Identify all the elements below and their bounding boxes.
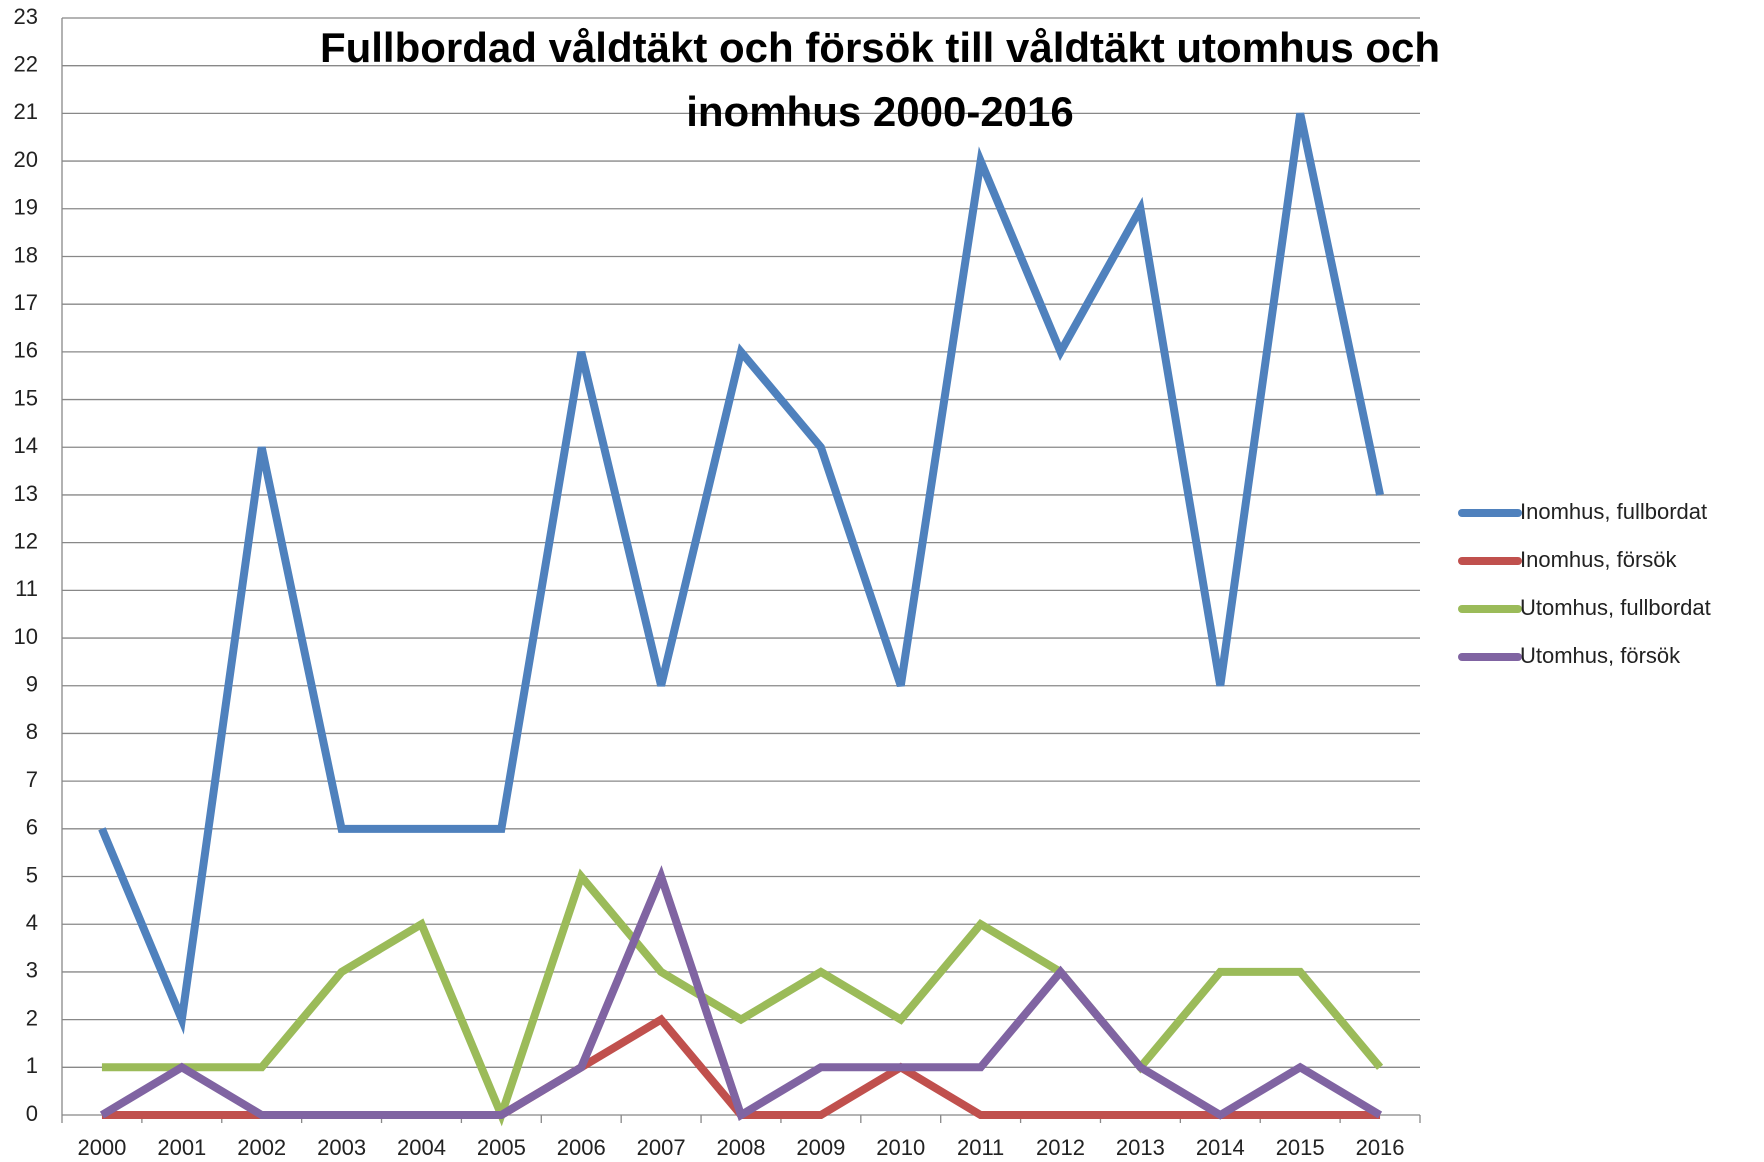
y-tick-label: 1 bbox=[26, 1053, 38, 1078]
y-tick-label: 0 bbox=[26, 1101, 38, 1126]
x-tick-label: 2012 bbox=[1036, 1135, 1085, 1160]
y-tick-label: 15 bbox=[14, 385, 38, 410]
x-tick-label: 2006 bbox=[557, 1135, 606, 1160]
series-line bbox=[101, 868, 1384, 1127]
x-tick-label: 2009 bbox=[796, 1135, 845, 1160]
x-tick-label: 2002 bbox=[237, 1135, 286, 1160]
legend-label: Utomhus, fullbordat bbox=[1520, 595, 1711, 620]
y-tick-label: 8 bbox=[26, 719, 38, 744]
y-tick-label: 2 bbox=[26, 1005, 38, 1030]
x-tick-label: 2001 bbox=[157, 1135, 206, 1160]
x-tick-label: 2010 bbox=[876, 1135, 925, 1160]
y-tick-label: 4 bbox=[26, 910, 38, 935]
y-tick-label: 7 bbox=[26, 767, 38, 792]
y-tick-label: 3 bbox=[26, 958, 38, 983]
y-tick-label: 16 bbox=[14, 338, 38, 363]
x-tick-label: 2007 bbox=[637, 1135, 686, 1160]
x-tick-label: 2013 bbox=[1116, 1135, 1165, 1160]
x-tick-label: 2000 bbox=[77, 1135, 126, 1160]
legend-label: Inomhus, försök bbox=[1520, 547, 1678, 572]
y-tick-label: 22 bbox=[14, 52, 38, 77]
y-tick-label: 5 bbox=[26, 862, 38, 887]
series-line bbox=[99, 865, 1383, 1121]
y-tick-label: 23 bbox=[14, 4, 38, 29]
y-tick-label: 14 bbox=[14, 433, 38, 458]
y-tick-label: 10 bbox=[14, 624, 38, 649]
legend-label: Inomhus, fullbordat bbox=[1520, 499, 1707, 524]
x-tick-label: 2003 bbox=[317, 1135, 366, 1160]
x-tick-label: 2011 bbox=[957, 1135, 1004, 1160]
x-tick-label: 2016 bbox=[1356, 1135, 1405, 1160]
y-tick-label: 19 bbox=[14, 195, 38, 220]
y-tick-label: 17 bbox=[14, 290, 38, 315]
x-tick-label: 2014 bbox=[1196, 1135, 1245, 1160]
y-tick-label: 6 bbox=[26, 815, 38, 840]
chart-title: Fullbordad våldtäkt och försök till våld… bbox=[319, 24, 1441, 135]
y-tick-label: 13 bbox=[14, 481, 38, 506]
y-tick-label: 20 bbox=[14, 147, 38, 172]
x-tick-label: 2004 bbox=[397, 1135, 446, 1160]
x-tick-label: 2005 bbox=[477, 1135, 526, 1160]
x-tick-label: 2015 bbox=[1276, 1135, 1325, 1160]
x-tick-label: 2008 bbox=[717, 1135, 766, 1160]
y-tick-label: 11 bbox=[15, 576, 38, 601]
y-tick-label: 12 bbox=[14, 528, 38, 553]
y-tick-label: 18 bbox=[14, 242, 38, 267]
y-tick-label: 21 bbox=[14, 99, 38, 124]
legend-label: Utomhus, försök bbox=[1520, 643, 1681, 668]
series-line bbox=[98, 112, 1384, 1035]
y-tick-label: 9 bbox=[26, 672, 38, 697]
